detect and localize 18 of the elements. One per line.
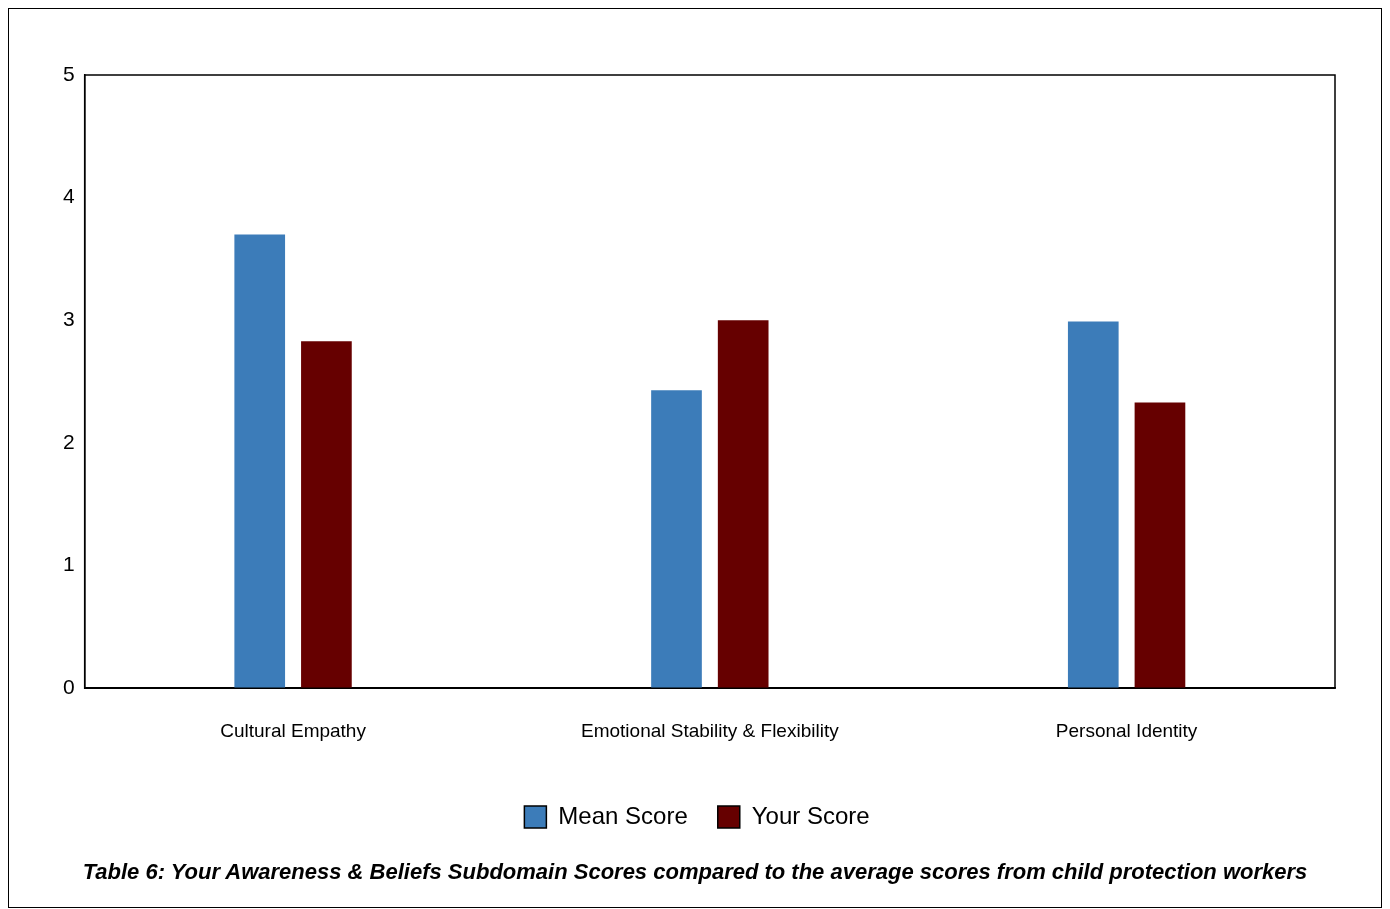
bar	[234, 234, 286, 689]
bar	[301, 341, 352, 689]
y-tick-label: 2	[62, 429, 75, 453]
x-tick-label: Personal Identity	[1055, 719, 1198, 741]
bar	[717, 320, 769, 689]
legend-label: Your Score	[751, 801, 870, 829]
bar	[1134, 402, 1186, 689]
caption: Table 6: Your Awareness & Beliefs Subdomain Scores compared to the average scores from child protection workers	[81, 859, 1309, 885]
x-tick-label: Cultural Empathy	[220, 719, 367, 741]
legend-label: Mean Score	[558, 801, 688, 829]
x-tick-label: Emotional Stability & Flexibility	[581, 719, 840, 741]
y-tick-label: 5	[62, 61, 75, 85]
y-tick-label: 3	[62, 307, 75, 331]
y-tick-label: 1	[62, 552, 75, 576]
bar	[651, 390, 702, 689]
y-tick-label: 4	[62, 184, 75, 208]
bar	[1067, 321, 1119, 689]
y-tick-label: 0	[62, 675, 75, 698]
